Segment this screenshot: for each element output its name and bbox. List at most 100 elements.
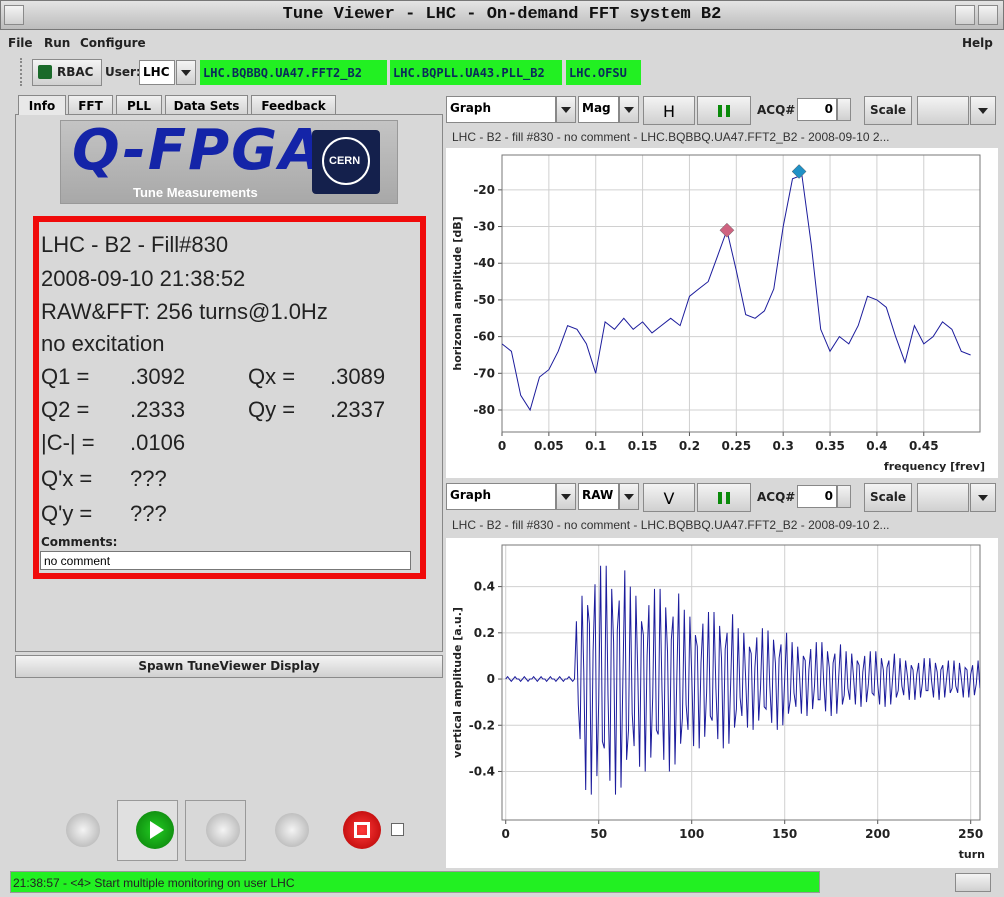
scale-button[interactable]: Scale: [864, 483, 912, 512]
menu-run[interactable]: Run: [44, 36, 71, 50]
acq-spinner[interactable]: [837, 485, 851, 508]
tab-feedback[interactable]: Feedback: [251, 95, 336, 114]
x-axis-label: turn: [959, 848, 985, 861]
tab-data-sets[interactable]: Data Sets: [165, 95, 248, 114]
tab-info[interactable]: Info: [18, 95, 66, 115]
user-combo-arrow[interactable]: [176, 60, 196, 85]
y-tick-label: -70: [473, 366, 495, 380]
chart-background: [446, 148, 998, 478]
status-bar: 21:38:57 - <4> Start multiple monitoring…: [10, 871, 820, 893]
maximize-button[interactable]: [978, 5, 998, 25]
data-line: [502, 174, 971, 412]
info-value: ???: [130, 501, 167, 526]
scale-button[interactable]: Scale: [864, 96, 912, 125]
info-key: Q1 =: [41, 364, 90, 389]
info-line: 2008-09-10 21:38:52: [41, 266, 246, 291]
view-combo-arrow[interactable]: [556, 483, 576, 510]
x-tick-label: 50: [590, 827, 607, 841]
x-tick-label: 0.2: [679, 439, 700, 453]
pause-bar: [726, 492, 730, 504]
x-tick-label: 0: [502, 827, 510, 841]
tab-pll[interactable]: PLL: [116, 95, 162, 114]
plane-button[interactable]: V: [643, 483, 695, 512]
mode-combo-arrow[interactable]: [619, 96, 639, 123]
x-axis-label: frequency [frev]: [884, 460, 985, 473]
spawn-button[interactable]: Spawn TuneViewer Display: [15, 655, 443, 678]
user-label: User:: [105, 65, 141, 79]
x-tick-label: 0.3: [773, 439, 794, 453]
checkbox[interactable]: [391, 823, 404, 836]
mode-combo[interactable]: Mag: [578, 96, 619, 123]
view-combo-arrow[interactable]: [556, 96, 576, 123]
pause-bar: [726, 105, 730, 117]
info-line: no excitation: [41, 331, 165, 356]
play-icon: [150, 821, 164, 839]
pause-toggle[interactable]: [697, 96, 751, 125]
menu-configure[interactable]: Configure: [80, 36, 146, 50]
acq-label: ACQ#: [757, 103, 796, 117]
info-line: RAW&FFT: 256 turns@1.0Hz: [41, 299, 328, 324]
acq-input[interactable]: 0: [797, 98, 837, 121]
pause-toggle[interactable]: [697, 483, 751, 512]
data-line: [505, 565, 980, 795]
zoom-arrow[interactable]: [970, 96, 996, 125]
menu-help[interactable]: Help: [962, 36, 993, 50]
info-key: Qy =: [248, 397, 296, 422]
rbac-label: RBAC: [57, 65, 94, 79]
tab-fft[interactable]: FFT: [68, 95, 113, 114]
window-menu-button[interactable]: [4, 5, 24, 25]
y-tick-label: 0: [487, 672, 495, 686]
minimize-button[interactable]: [955, 5, 975, 25]
comments-label: Comments:: [41, 535, 118, 549]
fast-forward-button[interactable]: [206, 813, 240, 847]
y-axis-label: horizonal amplitude [dB]: [451, 216, 464, 370]
mode-combo[interactable]: RAW: [578, 483, 619, 510]
device-label: LHC.OFSU: [566, 60, 641, 85]
rbac-icon: [38, 65, 52, 79]
cern-logo-text: CERN: [329, 155, 361, 167]
peak-marker: [791, 164, 807, 179]
zoom-button[interactable]: [917, 96, 969, 125]
plane-button[interactable]: H: [643, 96, 695, 125]
acq-input[interactable]: 0: [797, 485, 837, 508]
view-combo[interactable]: Graph: [446, 483, 556, 510]
y-tick-label: 0.2: [474, 626, 495, 640]
pause-button[interactable]: [275, 813, 309, 847]
toolbar-grip: [20, 58, 24, 86]
y-tick-label: -50: [473, 293, 495, 307]
y-tick-label: -80: [473, 403, 495, 417]
pause-bar: [718, 105, 722, 117]
x-tick-label: 100: [679, 827, 704, 841]
logo-subtitle: Tune Measurements: [133, 185, 258, 200]
acq-spinner[interactable]: [837, 98, 851, 121]
x-tick-label: 0.45: [909, 439, 939, 453]
step-frame: [185, 800, 246, 861]
comment-input[interactable]: no comment: [40, 551, 411, 570]
user-combo[interactable]: LHC: [139, 60, 175, 85]
y-tick-label: -40: [473, 256, 495, 270]
y-tick-label: -30: [473, 220, 495, 234]
title-bar: [0, 0, 1004, 30]
chart-subtitle: LHC - B2 - fill #830 - no comment - LHC.…: [452, 518, 890, 532]
info-value: .2333: [130, 397, 186, 422]
menu-file[interactable]: File: [8, 36, 33, 50]
view-combo[interactable]: Graph: [446, 96, 556, 123]
x-tick-label: 0.25: [722, 439, 752, 453]
x-tick-label: 0.1: [585, 439, 606, 453]
device-label: LHC.BQBBQ.UA47.FFT2_B2: [200, 60, 387, 85]
info-key: Q'x =: [41, 466, 93, 491]
stop-icon: [354, 822, 370, 838]
zoom-arrow[interactable]: [970, 483, 996, 512]
stop-button[interactable]: [343, 811, 381, 849]
x-tick-label: 0.4: [866, 439, 887, 453]
y-tick-label: -60: [473, 330, 495, 344]
chart-subtitle: LHC - B2 - fill #830 - no comment - LHC.…: [452, 130, 890, 144]
window-title: Tune Viewer - LHC - On-demand FFT system…: [282, 5, 722, 24]
skip-button[interactable]: [66, 813, 100, 847]
zoom-button[interactable]: [917, 483, 969, 512]
info-value: .0106: [130, 430, 186, 455]
mode-combo-arrow[interactable]: [619, 483, 639, 510]
x-tick-label: 0: [498, 439, 506, 453]
info-line: LHC - B2 - Fill#830: [41, 232, 229, 257]
